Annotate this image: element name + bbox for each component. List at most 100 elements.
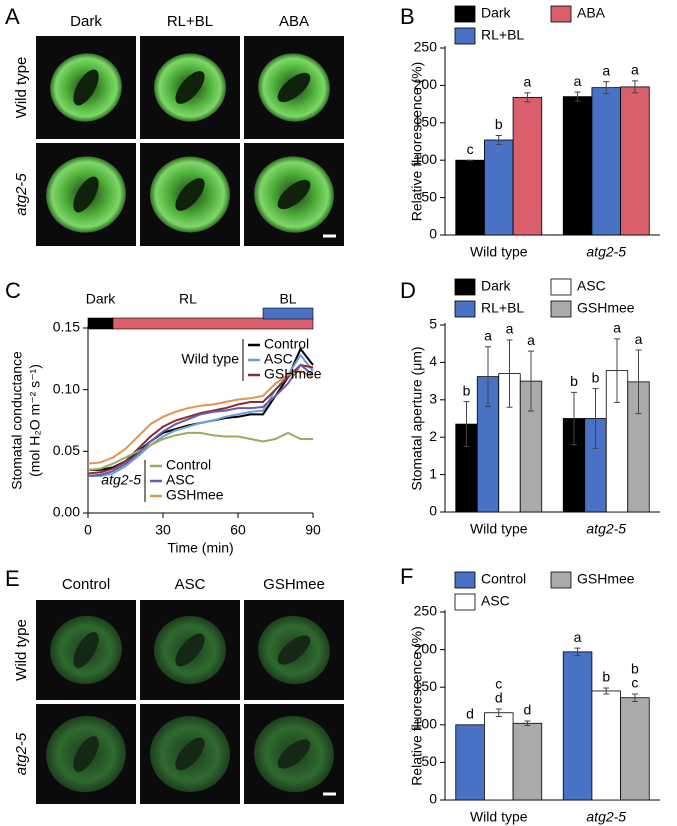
significance-letter: a (574, 73, 582, 89)
legend-label: ASC (166, 472, 195, 488)
pore (277, 635, 311, 665)
legend-label: ASC (264, 351, 293, 367)
row-label: Wild type (13, 57, 30, 119)
y-tick-label: 5 (429, 316, 437, 332)
legend-swatch (454, 27, 476, 45)
significance-letter: b (463, 382, 471, 398)
series-line (87, 370, 314, 465)
error-bar (635, 349, 642, 415)
bar (591, 690, 621, 801)
y-tick-label: 0.10 (53, 380, 80, 396)
x-tick-label: atg2-5 (586, 809, 626, 825)
panel-letter: C (5, 278, 21, 303)
legend-swatch (454, 5, 476, 23)
significance-letter: b (602, 669, 610, 685)
column-label: ABA (279, 13, 309, 30)
y-tick-label: 250 (414, 39, 438, 55)
x-tick-label: atg2-5 (586, 244, 626, 260)
pore (277, 179, 311, 210)
light-label: RL (179, 291, 197, 307)
error-bar (631, 80, 638, 94)
significance-letter: c (467, 141, 474, 157)
y-tick-label: 0.05 (53, 442, 80, 458)
y-tick-label: 150 (414, 114, 438, 130)
significance-letter: a (484, 327, 492, 343)
light-label: BL (279, 291, 296, 307)
legend-label: GSHmee (264, 366, 322, 382)
pore (73, 176, 99, 213)
significance-letter: c (495, 676, 502, 692)
y-tick-label: 50 (421, 753, 437, 769)
y-tick-label: 200 (414, 76, 438, 92)
y-axis-label: Relative fluorescence (%) (409, 62, 425, 222)
error-bar (592, 388, 599, 449)
y-tick-label: 0 (429, 791, 437, 807)
y-tick-label: 50 (421, 188, 437, 204)
light-label: Dark (86, 291, 117, 307)
legend-label: ASC (577, 278, 606, 294)
x-tick-label: 0 (84, 522, 92, 538)
panel-letter: A (5, 4, 20, 29)
bar (455, 159, 485, 236)
pore (175, 71, 205, 104)
y-axis-label: (mol H₂O m⁻² s⁻¹) (27, 364, 43, 477)
error-bar (631, 693, 638, 702)
pore (175, 178, 205, 211)
y-tick-label: 200 (414, 640, 438, 656)
bar (591, 87, 621, 236)
error-bar (495, 135, 502, 145)
significance-letter: c (631, 675, 638, 691)
series-line (87, 431, 313, 471)
significance-letter: d (495, 690, 503, 706)
y-tick-label: 4 (429, 353, 437, 369)
panel-letter: B (400, 4, 415, 29)
panel-letter: D (400, 278, 416, 303)
legend-label: ABA (577, 5, 606, 21)
legend-label: Dark (481, 278, 512, 294)
column-label: RL+BL (167, 13, 213, 30)
legend-label: RL+BL (481, 27, 524, 43)
y-axis-label: Relative fluorescence (%) (409, 626, 425, 786)
y-tick-label: 2 (429, 428, 437, 444)
error-bar (614, 338, 620, 403)
bar (484, 139, 514, 236)
significance-letter: a (574, 629, 582, 645)
legend-label: Control (481, 571, 526, 587)
row-label: Wild type (13, 619, 30, 681)
x-tick-label: atg2-5 (586, 521, 626, 537)
row-label: atg2-5 (13, 173, 30, 216)
significance-letter: a (613, 320, 621, 336)
error-bar (485, 346, 491, 408)
y-tick-label: 0 (429, 226, 437, 242)
significance-letter: a (631, 62, 639, 78)
bar (620, 697, 650, 801)
pore (277, 739, 311, 769)
pore (175, 737, 205, 771)
legend-swatch (454, 593, 476, 611)
x-tick-label: Wild type (470, 809, 528, 825)
error-bar (574, 91, 581, 102)
legend-label: ASC (481, 593, 510, 609)
legend-group: atg2-5 (101, 472, 141, 488)
bar (512, 96, 543, 236)
series-line (87, 363, 314, 477)
row-label: atg2-5 (13, 732, 30, 775)
x-tick-label: 60 (230, 522, 246, 538)
legend-swatch (550, 5, 572, 23)
legend-swatch (550, 571, 572, 589)
y-tick-label: 3 (429, 391, 437, 407)
legend-swatch (454, 278, 476, 296)
y-tick-label: 0.15 (53, 319, 80, 335)
error-bar (574, 647, 581, 657)
legend-label: Control (264, 336, 309, 352)
bar (620, 86, 650, 236)
legend-label: GSHmee (577, 300, 635, 316)
y-tick-label: 0.00 (53, 504, 80, 520)
significance-letter: a (527, 332, 535, 348)
panel-letter: F (400, 564, 413, 589)
y-axis-label: Stomatal conductance (9, 351, 25, 490)
y-tick-label: 0 (429, 503, 437, 519)
y-tick-label: 100 (414, 716, 438, 732)
